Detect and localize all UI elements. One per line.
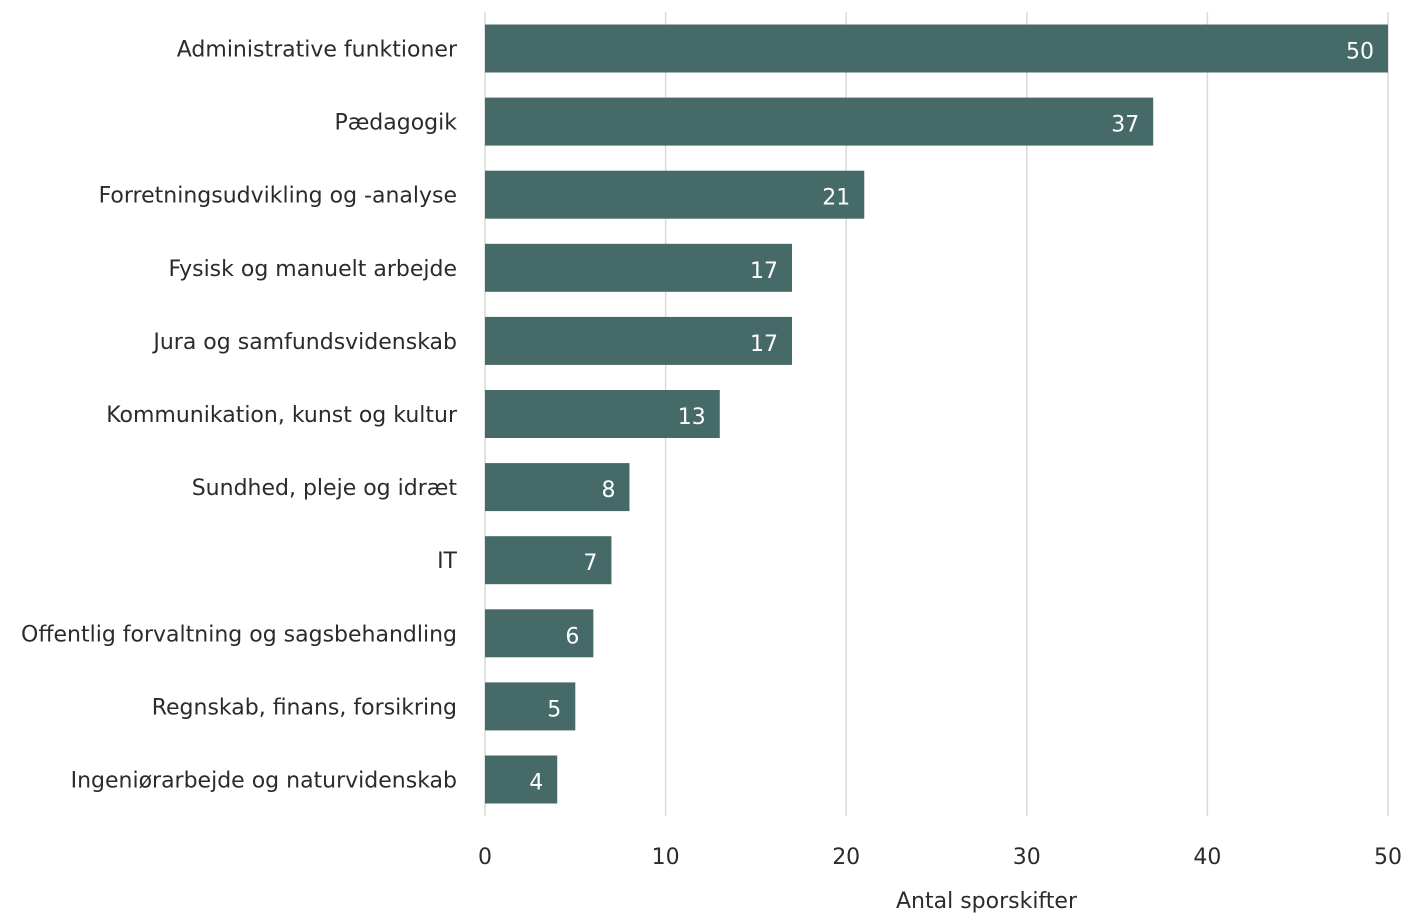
bar-value-label: 17 bbox=[750, 332, 778, 357]
bar-value-label: 8 bbox=[601, 478, 615, 503]
category-label: Jura og samfundsvidenskab bbox=[151, 330, 457, 355]
x-tick-label: 30 bbox=[1013, 845, 1041, 870]
category-label: Fysisk og manuelt arbejde bbox=[168, 257, 457, 282]
bars: 50 37 21 17 17 13 8 7 6 5 4 bbox=[485, 24, 1388, 804]
category-labels: Administrative funktioner Pædagogik Forret… bbox=[21, 38, 458, 794]
bar bbox=[485, 682, 576, 731]
bar bbox=[485, 755, 558, 804]
bar-value-label: 17 bbox=[750, 259, 778, 284]
x-tick-label: 50 bbox=[1374, 845, 1402, 870]
bar-value-label: 21 bbox=[822, 186, 850, 211]
category-label: Sundhed, pleje og idræt bbox=[192, 476, 458, 501]
bar-value-label: 6 bbox=[565, 624, 579, 649]
category-label: Ingeniørarbejde og naturvidenskab bbox=[71, 769, 457, 794]
category-label: IT bbox=[437, 549, 457, 574]
gridlines bbox=[484, 12, 1389, 816]
bar bbox=[485, 243, 793, 292]
bar-value-label: 13 bbox=[678, 405, 706, 430]
category-label: Kommunikation, kunst og kultur bbox=[106, 403, 458, 428]
bar bbox=[485, 170, 865, 219]
bar bbox=[485, 316, 793, 365]
x-tick-label: 40 bbox=[1193, 845, 1221, 870]
x-tick-labels: 0 10 20 30 40 50 bbox=[478, 845, 1402, 870]
bar bbox=[485, 24, 1388, 73]
bar-value-label: 50 bbox=[1346, 40, 1374, 65]
bar-value-label: 7 bbox=[583, 551, 597, 576]
bar bbox=[485, 463, 630, 512]
bar bbox=[485, 609, 594, 658]
bar-value-label: 4 bbox=[529, 771, 543, 796]
bar bbox=[485, 97, 1154, 146]
bar-value-label: 37 bbox=[1111, 113, 1139, 138]
bar bbox=[485, 536, 612, 585]
x-axis-title: Antal sporskifter bbox=[896, 889, 1078, 914]
x-tick-label: 20 bbox=[832, 845, 860, 870]
x-tick-label: 10 bbox=[652, 845, 680, 870]
bar-value-label: 5 bbox=[547, 697, 561, 722]
category-label: Forretningsudvikling og -analyse bbox=[99, 184, 457, 209]
category-label: Offentlig forvaltning og sagsbehandling bbox=[21, 622, 457, 647]
category-label: Pædagogik bbox=[334, 111, 457, 136]
category-label: Regnskab, finans, forsikring bbox=[152, 695, 457, 720]
x-tick-label: 0 bbox=[478, 845, 492, 870]
category-label: Administrative funktioner bbox=[177, 38, 458, 63]
bar bbox=[485, 390, 720, 438]
